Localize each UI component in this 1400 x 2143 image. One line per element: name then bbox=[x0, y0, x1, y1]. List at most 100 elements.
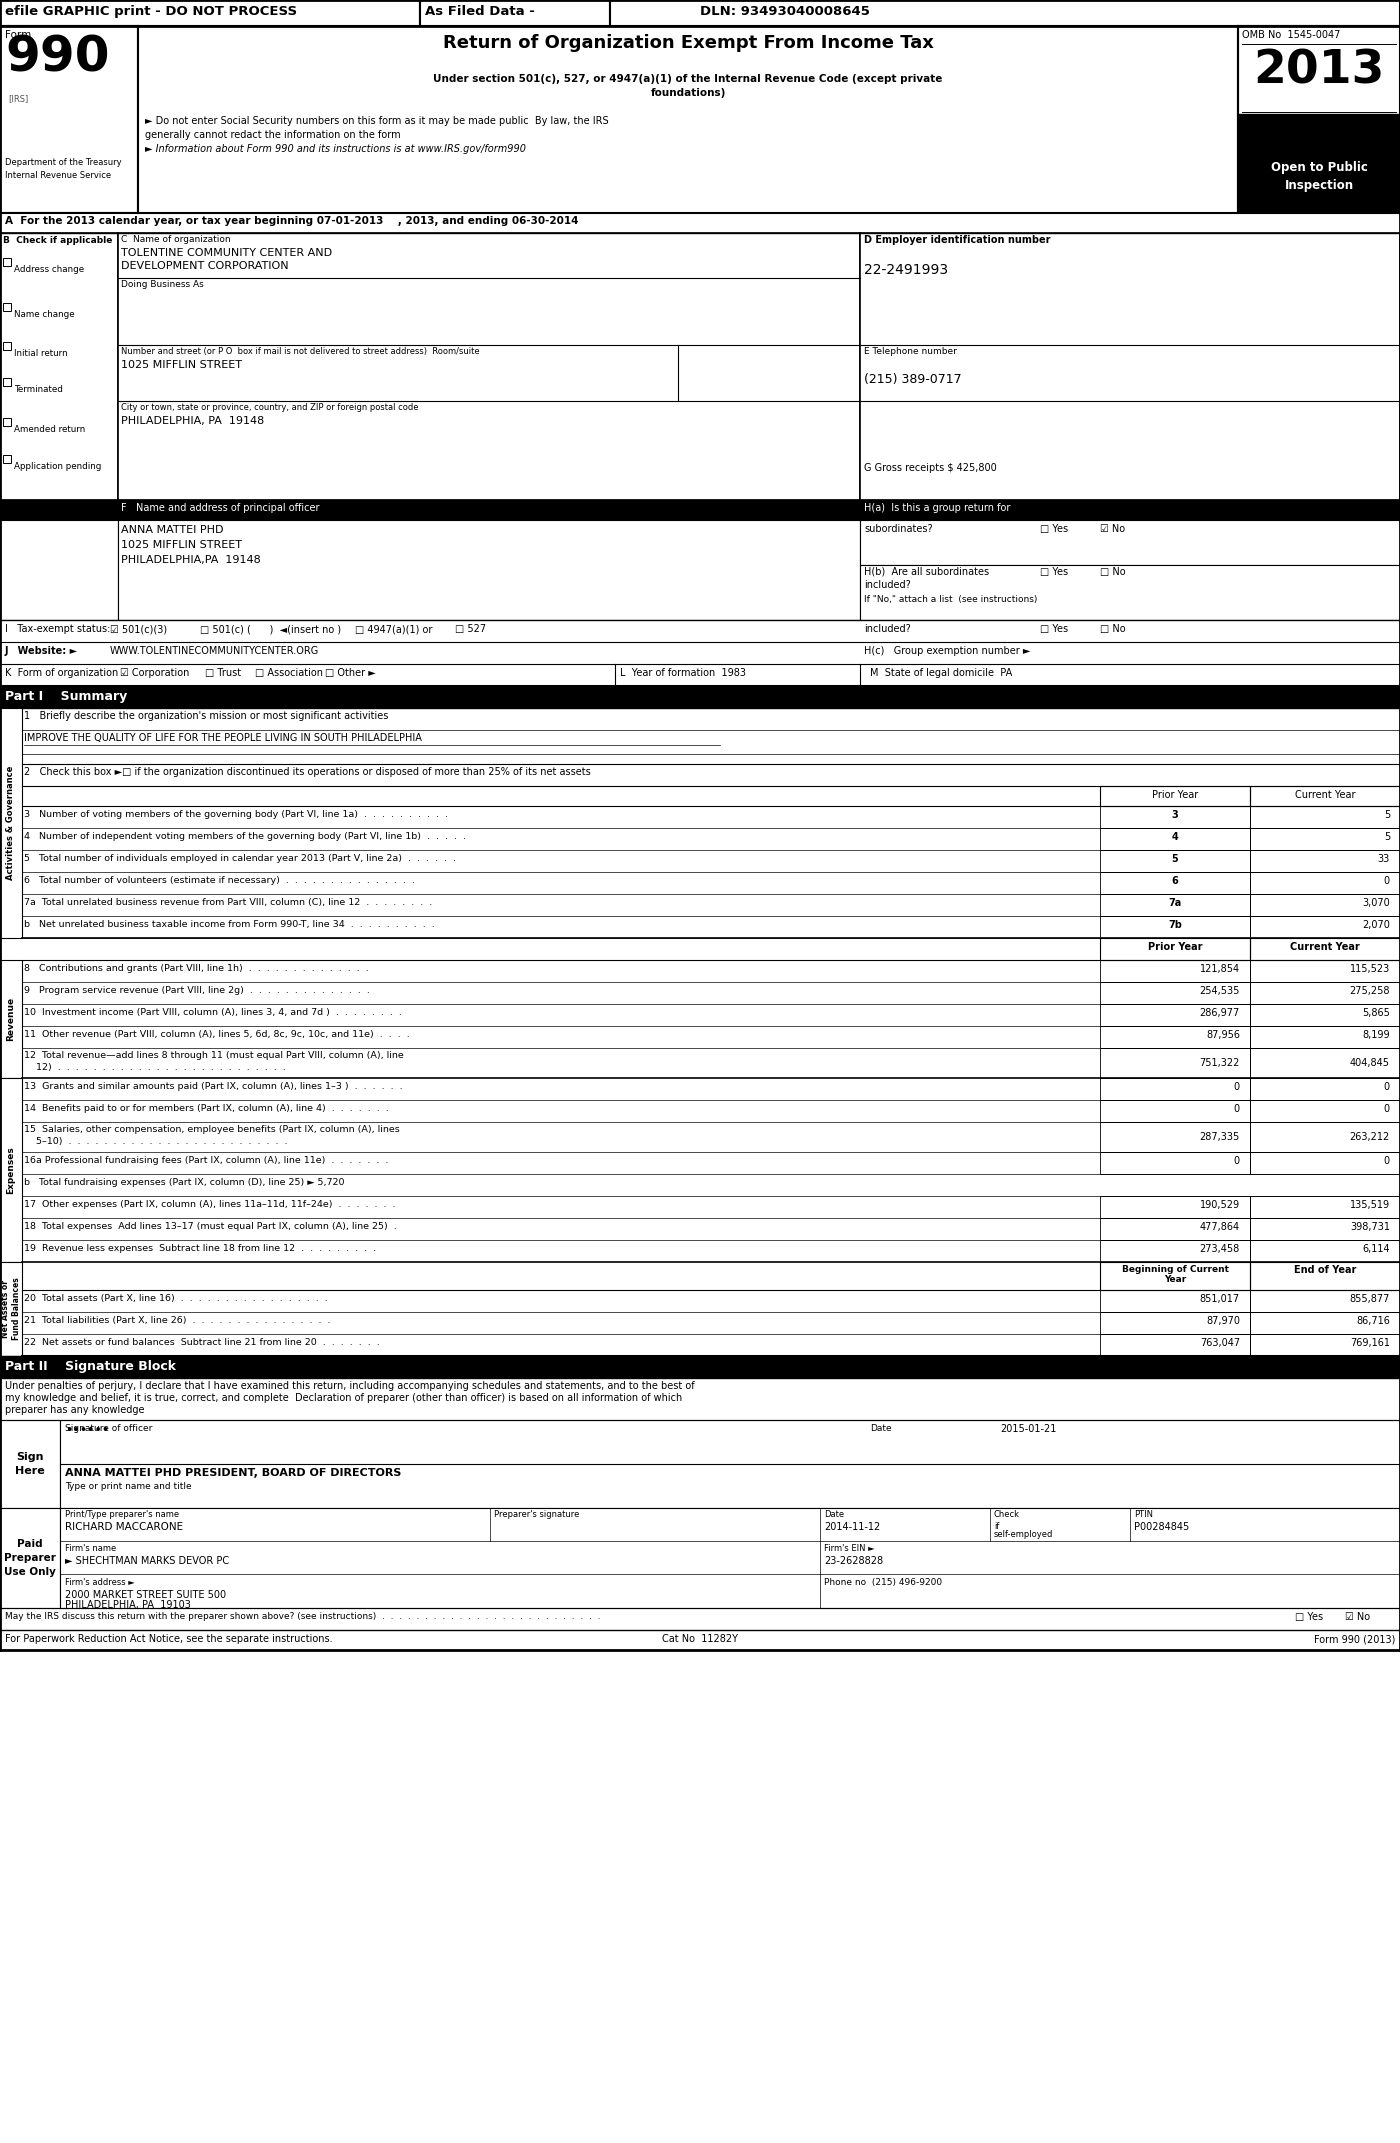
Text: IMPROVE THE QUALITY OF LIFE FOR THE PEOPLE LIVING IN SOUTH PHILADELPHIA: IMPROVE THE QUALITY OF LIFE FOR THE PEOP… bbox=[24, 733, 421, 744]
Bar bbox=[0, 686, 1400, 707]
Text: M  State of legal domicile  PA: M State of legal domicile PA bbox=[869, 669, 1012, 677]
Text: 115,523: 115,523 bbox=[1350, 964, 1390, 975]
Text: ANNA MATTEI PHD: ANNA MATTEI PHD bbox=[120, 525, 224, 536]
Text: 86,716: 86,716 bbox=[1357, 1316, 1390, 1327]
Bar bbox=[1250, 1048, 1400, 1078]
Text: 10  Investment income (Part VIII, column (A), lines 3, 4, and 7d )  .  .  .  .  : 10 Investment income (Part VIII, column … bbox=[24, 1007, 402, 1018]
Bar bbox=[1100, 1048, 1250, 1078]
Text: 18  Total expenses  Add lines 13–17 (must equal Part IX, column (A), line 25)  .: 18 Total expenses Add lines 13–17 (must … bbox=[24, 1222, 396, 1230]
Text: □ No: □ No bbox=[1100, 568, 1126, 576]
Text: As Filed Data -: As Filed Data - bbox=[426, 4, 535, 17]
Text: Phone no  (215) 496-9200: Phone no (215) 496-9200 bbox=[825, 1577, 942, 1588]
Text: For Paperwork Reduction Act Notice, see the separate instructions.: For Paperwork Reduction Act Notice, see … bbox=[6, 1633, 333, 1644]
Bar bbox=[1250, 1290, 1400, 1312]
Bar bbox=[0, 1357, 1400, 1378]
Text: J   Website: ►: J Website: ► bbox=[6, 645, 78, 656]
Text: Date: Date bbox=[869, 1423, 892, 1434]
Bar bbox=[1100, 1026, 1250, 1048]
Bar bbox=[0, 212, 1400, 234]
Text: B  Check if applicable: B Check if applicable bbox=[3, 236, 112, 244]
Text: 87,956: 87,956 bbox=[1205, 1031, 1240, 1039]
Text: Under penalties of perjury, I declare that I have examined this return, includin: Under penalties of perjury, I declare th… bbox=[6, 1380, 694, 1391]
Bar bbox=[1100, 981, 1250, 1005]
Bar bbox=[1250, 981, 1400, 1005]
Text: Prior Year: Prior Year bbox=[1148, 943, 1203, 951]
Text: 8   Contributions and grants (Part VIII, line 1h)  .  .  .  .  .  .  .  .  .  . : 8 Contributions and grants (Part VIII, l… bbox=[24, 964, 368, 973]
Bar bbox=[0, 0, 1400, 26]
Text: ☑ No: ☑ No bbox=[1345, 1612, 1371, 1622]
Text: 190,529: 190,529 bbox=[1200, 1200, 1240, 1211]
Text: May the IRS discuss this return with the preparer shown above? (see instructions: May the IRS discuss this return with the… bbox=[6, 1612, 601, 1620]
Text: Number and street (or P O  box if mail is not delivered to street address)  Room: Number and street (or P O box if mail is… bbox=[120, 347, 480, 356]
Text: 7a: 7a bbox=[1169, 898, 1182, 909]
Text: ••••••: •••••• bbox=[64, 1423, 109, 1438]
Bar bbox=[3, 257, 11, 266]
Text: A  For the 2013 calendar year, or tax year beginning 07-01-2013    , 2013, and e: A For the 2013 calendar year, or tax yea… bbox=[6, 216, 578, 225]
Text: 16a Professional fundraising fees (Part IX, column (A), line 11e)  .  .  .  .  .: 16a Professional fundraising fees (Part … bbox=[24, 1155, 388, 1166]
Bar bbox=[1100, 939, 1250, 960]
Text: 1025 MIFFLIN STREET: 1025 MIFFLIN STREET bbox=[120, 360, 242, 371]
Bar bbox=[1250, 1153, 1400, 1174]
Text: 2   Check this box ►□ if the organization discontinued its operations or dispose: 2 Check this box ►□ if the organization … bbox=[24, 767, 591, 778]
Text: 769,161: 769,161 bbox=[1350, 1337, 1390, 1348]
Text: Application pending: Application pending bbox=[14, 463, 101, 471]
Text: ☑ 501(c)(3): ☑ 501(c)(3) bbox=[111, 624, 167, 634]
Bar bbox=[1250, 1262, 1400, 1290]
Text: E Telephone number: E Telephone number bbox=[864, 347, 956, 356]
Text: 135,519: 135,519 bbox=[1350, 1200, 1390, 1211]
Text: PHILADELPHIA,PA  19148: PHILADELPHIA,PA 19148 bbox=[120, 555, 260, 566]
Text: 8,199: 8,199 bbox=[1362, 1031, 1390, 1039]
Text: preparer has any knowledge: preparer has any knowledge bbox=[6, 1406, 144, 1414]
Text: Firm's address ►: Firm's address ► bbox=[64, 1577, 134, 1588]
Text: Activities & Governance: Activities & Governance bbox=[7, 765, 15, 881]
Text: 22  Net assets or fund balances  Subtract line 21 from line 20  .  .  .  .  .  .: 22 Net assets or fund balances Subtract … bbox=[24, 1337, 379, 1348]
Text: [IRS]: [IRS] bbox=[8, 94, 28, 103]
Text: G Gross receipts $ 425,800: G Gross receipts $ 425,800 bbox=[864, 463, 997, 474]
Text: □ Yes: □ Yes bbox=[1040, 568, 1068, 576]
Text: 6: 6 bbox=[1172, 876, 1179, 885]
Text: Print/Type preparer's name: Print/Type preparer's name bbox=[64, 1511, 179, 1519]
Text: foundations): foundations) bbox=[651, 88, 725, 99]
Bar bbox=[0, 0, 420, 26]
Bar bbox=[1250, 1196, 1400, 1217]
Text: subordinates?: subordinates? bbox=[864, 525, 932, 534]
Text: City or town, state or province, country, and ZIP or foreign postal code: City or town, state or province, country… bbox=[120, 403, 419, 411]
Text: End of Year: End of Year bbox=[1294, 1264, 1357, 1275]
Text: 3: 3 bbox=[1172, 810, 1179, 821]
Text: □ Trust: □ Trust bbox=[204, 669, 241, 677]
Text: 1   Briefly describe the organization's mission or most significant activities: 1 Briefly describe the organization's mi… bbox=[24, 711, 388, 720]
Text: C  Name of organization: C Name of organization bbox=[120, 236, 231, 244]
Text: Department of the Treasury: Department of the Treasury bbox=[6, 159, 122, 167]
Text: DEVELOPMENT CORPORATION: DEVELOPMENT CORPORATION bbox=[120, 261, 288, 270]
Text: 5,865: 5,865 bbox=[1362, 1007, 1390, 1018]
Bar bbox=[1100, 960, 1250, 981]
Text: Date: Date bbox=[825, 1511, 844, 1519]
Text: efile GRAPHIC print - DO NOT PROCESS: efile GRAPHIC print - DO NOT PROCESS bbox=[6, 4, 297, 17]
Text: 17  Other expenses (Part IX, column (A), lines 11a–11d, 11f–24e)  .  .  .  .  . : 17 Other expenses (Part IX, column (A), … bbox=[24, 1200, 395, 1209]
Text: Form 990 (2013): Form 990 (2013) bbox=[1313, 1633, 1394, 1644]
Bar bbox=[1100, 1217, 1250, 1241]
Text: if: if bbox=[994, 1522, 1000, 1530]
Bar bbox=[3, 343, 11, 349]
Text: 9   Program service revenue (Part VIII, line 2g)  .  .  .  .  .  .  .  .  .  .  : 9 Program service revenue (Part VIII, li… bbox=[24, 986, 370, 994]
Bar bbox=[1250, 827, 1400, 851]
Text: 855,877: 855,877 bbox=[1350, 1294, 1390, 1303]
Bar bbox=[0, 664, 1400, 686]
Text: 2014-11-12: 2014-11-12 bbox=[825, 1522, 881, 1532]
Text: 121,854: 121,854 bbox=[1200, 964, 1240, 975]
Text: 287,335: 287,335 bbox=[1200, 1132, 1240, 1142]
Text: □ Yes: □ Yes bbox=[1040, 624, 1068, 634]
Text: 13  Grants and similar amounts paid (Part IX, column (A), lines 1–3 )  .  .  .  : 13 Grants and similar amounts paid (Part… bbox=[24, 1082, 403, 1091]
Bar bbox=[1100, 915, 1250, 939]
Bar bbox=[1100, 827, 1250, 851]
Text: 751,322: 751,322 bbox=[1200, 1059, 1240, 1067]
Text: 2000 MARKET STREET SUITE 500: 2000 MARKET STREET SUITE 500 bbox=[64, 1590, 227, 1601]
Text: Firm's name: Firm's name bbox=[64, 1543, 116, 1554]
Text: 5: 5 bbox=[1383, 831, 1390, 842]
Text: generally cannot redact the information on the form: generally cannot redact the information … bbox=[146, 131, 400, 139]
Text: ☑ No: ☑ No bbox=[1100, 525, 1126, 534]
Text: Beginning of Current
Year: Beginning of Current Year bbox=[1121, 1264, 1229, 1284]
Text: Paid
Preparer
Use Only: Paid Preparer Use Only bbox=[4, 1539, 56, 1577]
Bar bbox=[610, 0, 1400, 26]
Text: Type or print name and title: Type or print name and title bbox=[64, 1483, 192, 1492]
